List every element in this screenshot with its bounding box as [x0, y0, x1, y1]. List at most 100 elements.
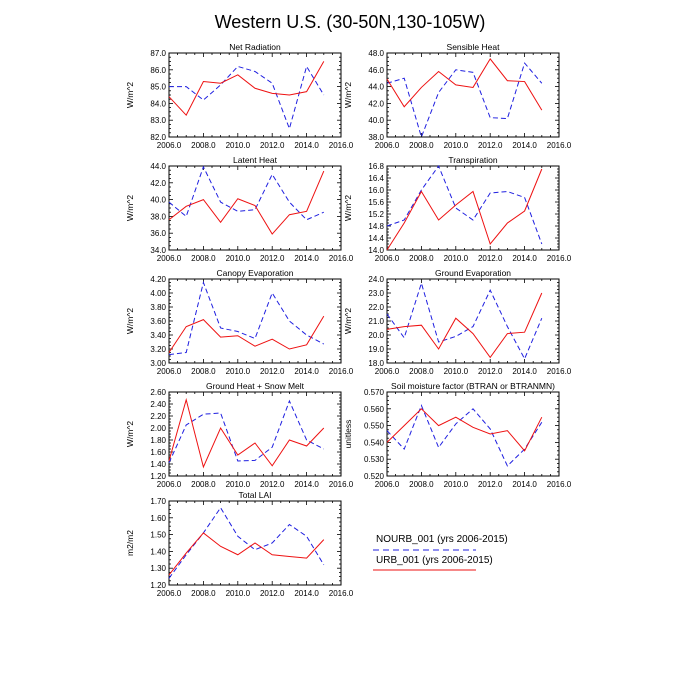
panel-title: Total LAI: [238, 490, 271, 500]
x-tick-label: 2010.0: [226, 254, 251, 263]
y-tick-label: 1.40: [150, 547, 166, 556]
y-axis-label: W/m^2: [343, 308, 353, 334]
x-tick-label: 2014.0: [294, 480, 319, 489]
series-urb-line: [168, 397, 325, 469]
panel-title: Ground Heat + Snow Melt: [206, 381, 305, 391]
x-tick-label: 2012.0: [478, 254, 503, 263]
x-tick-label: 2014.0: [512, 367, 537, 376]
y-tick-label: 19.0: [368, 345, 384, 354]
x-tick-label: 2014.0: [294, 367, 319, 376]
panel-title: Canopy Evaporation: [216, 268, 293, 278]
legend-label-nourb: NOURB_001 (yrs 2006-2015): [376, 534, 508, 545]
y-tick-label: 3.80: [150, 303, 166, 312]
x-tick-label: 2010.0: [226, 589, 251, 598]
y-tick-label: 44.0: [150, 162, 166, 171]
plot-frame: [168, 52, 342, 138]
y-tick-label: 2.00: [150, 424, 166, 433]
y-tick-label: 46.0: [368, 66, 384, 75]
y-axis-label: m2/m2: [125, 530, 135, 556]
series-nourb-line: [168, 399, 325, 464]
y-tick-label: 20.0: [368, 331, 384, 340]
y-tick-label: 40.0: [368, 116, 384, 125]
y-tick-label: 0.520: [364, 472, 385, 481]
series-urb-line: [386, 292, 543, 359]
y-tick-label: 1.40: [150, 460, 166, 469]
y-axis-label: W/m^2: [125, 308, 135, 334]
y-tick-label: 82.0: [150, 133, 166, 142]
series-urb-line: [168, 61, 325, 117]
x-tick-label: 2012.0: [478, 141, 503, 150]
y-axis-label: unitless: [343, 420, 353, 449]
x-tick-label: 2008.0: [191, 141, 216, 150]
y-axis-label: W/m^2: [125, 421, 135, 447]
x-tick-label: 2010.0: [444, 254, 469, 263]
y-tick-label: 23.0: [368, 289, 384, 298]
series-nourb-line: [168, 506, 325, 579]
x-tick-label: 2008.0: [409, 367, 434, 376]
panel-ground-evaporation: Ground Evaporation W/m^2 2006.0 2008.0 2010.…: [343, 268, 572, 376]
y-tick-label: 16.4: [368, 174, 384, 183]
x-tick-label: 2016.0: [547, 480, 572, 489]
chart-panels: Net Radiation W/m^2 2006.0 2008.0 2010.0 2012…: [125, 42, 572, 598]
series-urb-line: [386, 58, 543, 111]
series-nourb-line: [386, 62, 543, 139]
y-axis-label: W/m^2: [125, 82, 135, 108]
series-urb-line: [168, 315, 325, 353]
x-tick-label: 2006.0: [375, 480, 400, 489]
x-tick-label: 2016.0: [547, 367, 572, 376]
y-axis-label: W/m^2: [125, 195, 135, 221]
x-tick-label: 2006.0: [157, 367, 182, 376]
series-nourb-line: [386, 281, 543, 360]
panel-transpiration: Transpiration W/m^2 2006.0 2008.0 2010.0 2012…: [343, 155, 572, 263]
panel-title: Transpiration: [448, 155, 498, 165]
panel-title: Soil moisture factor (BTRAN or BTRANMN): [391, 381, 555, 391]
y-tick-label: 48.0: [368, 49, 384, 58]
x-tick-label: 2010.0: [444, 141, 469, 150]
y-tick-label: 3.60: [150, 317, 166, 326]
y-tick-label: 24.0: [368, 275, 384, 284]
y-tick-label: 14.0: [368, 246, 384, 255]
x-tick-label: 2008.0: [191, 254, 216, 263]
y-tick-label: 0.570: [364, 388, 385, 397]
y-tick-label: 1.30: [150, 564, 166, 573]
x-tick-label: 2006.0: [375, 254, 400, 263]
x-tick-label: 2006.0: [157, 589, 182, 598]
y-tick-label: 0.530: [364, 455, 385, 464]
x-tick-label: 2016.0: [329, 589, 354, 598]
x-tick-label: 2008.0: [191, 589, 216, 598]
x-tick-label: 2016.0: [547, 254, 572, 263]
y-tick-label: 2.40: [150, 400, 166, 409]
series-nourb-line: [386, 164, 543, 245]
x-tick-label: 2014.0: [294, 589, 319, 598]
series-urb-line: [168, 170, 325, 235]
y-tick-label: 34.0: [150, 246, 166, 255]
y-tick-label: 4.00: [150, 289, 166, 298]
series-nourb-line: [386, 404, 543, 467]
x-tick-label: 2012.0: [260, 254, 285, 263]
x-tick-label: 2012.0: [260, 480, 285, 489]
y-tick-label: 21.0: [368, 317, 384, 326]
x-tick-label: 2006.0: [375, 367, 400, 376]
panel-title: Sensible Heat: [447, 42, 501, 52]
y-tick-label: 2.20: [150, 412, 166, 421]
y-tick-label: 1.60: [150, 514, 166, 523]
y-tick-label: 0.540: [364, 438, 385, 447]
x-tick-label: 2014.0: [512, 480, 537, 489]
y-tick-label: 38.0: [150, 212, 166, 221]
x-tick-label: 2014.0: [512, 141, 537, 150]
y-tick-label: 44.0: [368, 83, 384, 92]
y-tick-label: 18.0: [368, 359, 384, 368]
x-tick-label: 2014.0: [512, 254, 537, 263]
series-nourb-line: [168, 280, 325, 356]
y-tick-label: 14.4: [368, 234, 384, 243]
y-tick-label: 42.0: [368, 99, 384, 108]
panel-canopy-evaporation: Canopy Evaporation W/m^2 2006.0 2008.0 2010.…: [125, 268, 354, 376]
x-tick-label: 2016.0: [329, 480, 354, 489]
x-tick-label: 2010.0: [226, 367, 251, 376]
legend-label-urb: URB_001 (yrs 2006-2015): [376, 555, 493, 566]
panel-soil-moisture-factor-btran-or-btranmn: Soil moisture factor (BTRAN or BTRANMN) u…: [343, 381, 572, 489]
y-tick-label: 15.6: [368, 198, 384, 207]
y-tick-label: 1.70: [150, 497, 166, 506]
panel-sensible-heat: Sensible Heat W/m^2 2006.0 2008.0 2010.0 2012…: [343, 42, 572, 150]
y-tick-label: 1.80: [150, 436, 166, 445]
